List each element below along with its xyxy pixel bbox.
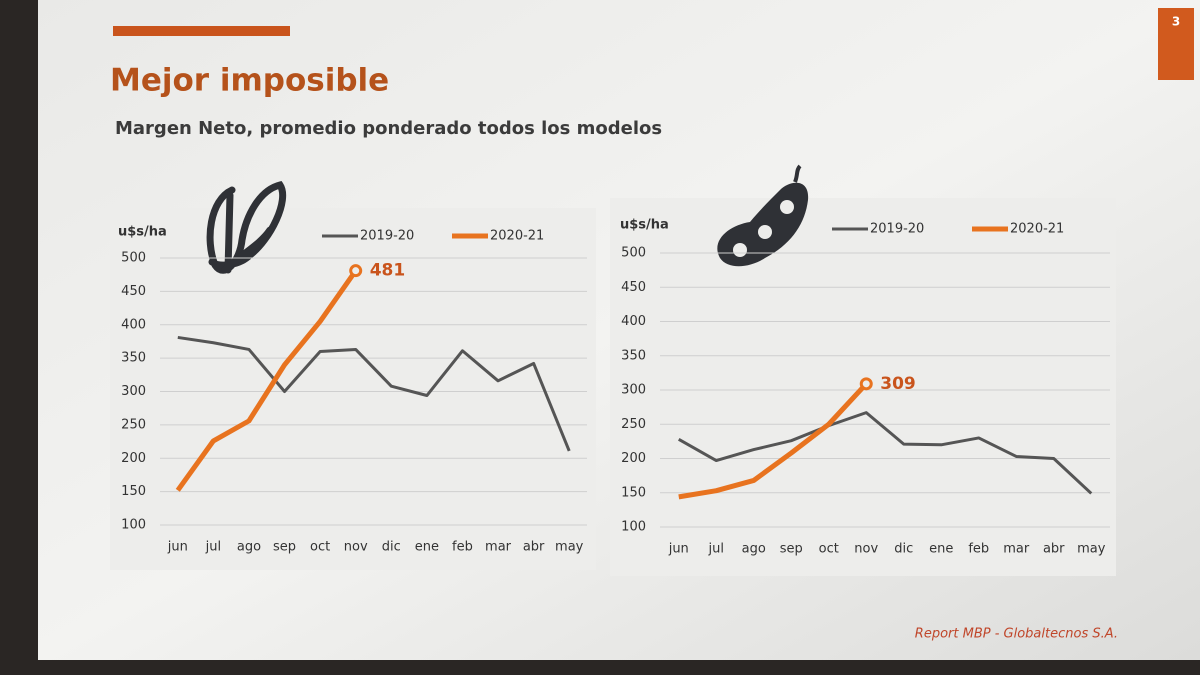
y-tick-label: 100 [121, 518, 146, 533]
x-tick-label: may [555, 540, 584, 555]
x-tick-label: may [1077, 542, 1106, 557]
data-label: 481 [370, 261, 406, 281]
end-marker [349, 264, 363, 278]
x-tick-label: abr [1043, 542, 1065, 557]
series-line [175, 269, 358, 492]
data-label: 309 [880, 374, 916, 394]
y-tick-label: 450 [121, 284, 146, 299]
y-tick-label: 350 [121, 351, 146, 366]
x-tick-label: feb [968, 542, 989, 557]
y-tick-label: 100 [621, 520, 646, 535]
legend-label: 2019-20 [360, 229, 414, 244]
page-number: 3 [1172, 15, 1180, 29]
x-tick-label: feb [452, 540, 473, 555]
y-tick-label: 150 [121, 484, 146, 499]
x-tick-label: sep [273, 540, 296, 555]
series-line [678, 382, 869, 500]
x-tick-label: mar [1003, 542, 1030, 557]
y-tick-label: 500 [121, 251, 146, 266]
y-axis-label: u$s/ha [620, 218, 669, 233]
y-tick-label: 200 [121, 451, 146, 466]
x-tick-label: jul [708, 542, 724, 557]
x-tick-label: abr [523, 540, 545, 555]
logo-box [1158, 8, 1194, 80]
y-axis-label: u$s/ha [118, 225, 167, 240]
y-tick-label: 300 [621, 383, 646, 398]
series-line [678, 411, 1093, 495]
x-tick-label: dic [894, 542, 913, 557]
x-tick-label: jul [205, 540, 221, 555]
x-tick-label: sep [780, 542, 803, 557]
y-tick-label: 250 [121, 417, 146, 432]
y-tick-label: 300 [121, 384, 146, 399]
x-tick-label: mar [485, 540, 512, 555]
x-tick-label: jun [668, 542, 689, 557]
y-tick-label: 500 [621, 246, 646, 261]
chart-panel [110, 208, 596, 570]
x-tick-label: ene [929, 542, 953, 557]
legend-label: 2019-20 [870, 222, 924, 237]
y-tick-label: 200 [621, 451, 646, 466]
legend-label: 2020-21 [490, 229, 544, 244]
end-marker [859, 377, 873, 391]
footer: Report MBP - Globaltecnos S.A. [915, 627, 1118, 642]
y-tick-label: 150 [621, 485, 646, 500]
x-tick-label: oct [819, 542, 839, 557]
slide-title: Mejor imposible [110, 63, 389, 99]
x-tick-label: ene [415, 540, 439, 555]
x-tick-label: nov [344, 540, 368, 555]
y-tick-label: 400 [621, 314, 646, 329]
accent-bar [113, 26, 290, 36]
slide-subtitle: Margen Neto, promedio ponderado todos lo… [115, 118, 662, 139]
x-tick-label: dic [382, 540, 401, 555]
x-tick-label: ago [742, 542, 766, 557]
soy-icon [717, 164, 809, 267]
x-tick-label: nov [854, 542, 878, 557]
x-tick-label: oct [310, 540, 330, 555]
x-tick-label: ago [237, 540, 261, 555]
x-tick-label: jun [167, 540, 188, 555]
y-tick-label: 400 [121, 317, 146, 332]
series-line [177, 335, 571, 452]
legend-label: 2020-21 [1010, 222, 1064, 237]
y-tick-label: 250 [621, 417, 646, 432]
y-tick-label: 350 [621, 348, 646, 363]
y-tick-label: 450 [621, 280, 646, 295]
